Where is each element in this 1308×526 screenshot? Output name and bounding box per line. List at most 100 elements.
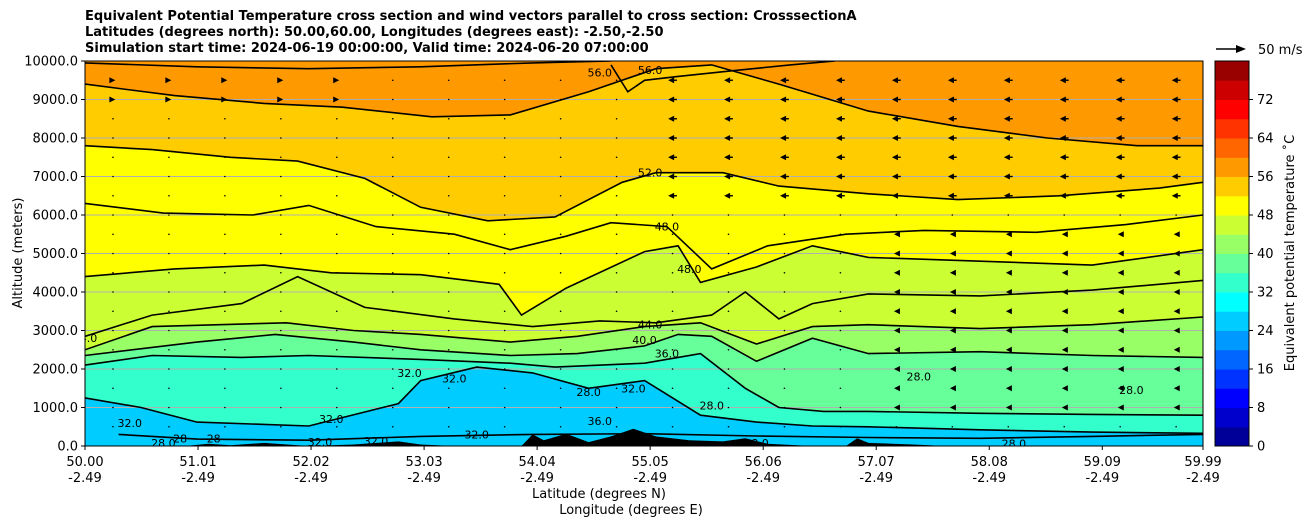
- colorbar-band: [1215, 99, 1249, 120]
- wind-vector: [224, 271, 226, 274]
- contour-label: 48.0: [677, 263, 702, 276]
- wind-vector: [503, 387, 506, 390]
- wind-vector: [836, 135, 845, 141]
- wind-vector: [783, 387, 786, 390]
- colorbar-tick-label: 48: [1257, 209, 1274, 224]
- wind-vector: [447, 291, 450, 293]
- wind-vector: [1171, 154, 1181, 161]
- wind-vector: [447, 214, 450, 216]
- wind-vector: [1171, 173, 1181, 180]
- wind-vector: [559, 348, 562, 351]
- wind-vector: [503, 194, 506, 197]
- wind-vector: [1003, 115, 1013, 122]
- wind-vector: [559, 310, 562, 313]
- wind-vector: [783, 291, 786, 293]
- wind-vector: [168, 137, 170, 139]
- colorbar-band: [1215, 311, 1249, 331]
- terrain: [85, 428, 1203, 446]
- wind-vector: [891, 192, 901, 199]
- contour-44-4: [85, 316, 1203, 351]
- wind-vector: [839, 406, 842, 409]
- wind-vector: [112, 406, 114, 409]
- wind-vector: [1115, 77, 1125, 84]
- x-tick-label-lon: -2.49: [972, 471, 1006, 486]
- wind-vector: [336, 310, 338, 313]
- wind-vector: [224, 252, 226, 255]
- wind-vector: [949, 231, 956, 238]
- wind-vector: [1061, 231, 1068, 238]
- wind-vector: [559, 406, 562, 409]
- wind-vector: [559, 79, 562, 82]
- x-tick-label-lat: 59.99: [1184, 455, 1221, 470]
- wind-vector: [224, 117, 226, 120]
- wind-vector: [221, 96, 228, 103]
- wind-vector: [1175, 214, 1177, 216]
- wind-vector: [112, 368, 114, 370]
- wind-vector: [168, 406, 170, 409]
- x-tick-label-lon: -2.49: [68, 471, 102, 486]
- colorbar-band: [1215, 369, 1249, 389]
- wind-vector: [112, 214, 114, 216]
- quiver-key: 50 m/s: [1216, 43, 1303, 58]
- wind-vector: [783, 329, 786, 332]
- wind-vector: [1117, 327, 1124, 334]
- colorbar-band: [1215, 426, 1249, 447]
- y-tick-label: 5000.0: [33, 247, 79, 262]
- wind-vector: [947, 115, 957, 122]
- y-tick-label: 4000.0: [33, 286, 79, 301]
- wind-vector: [391, 348, 394, 351]
- x-tick-label-lat: 53.03: [405, 455, 442, 470]
- wind-vector: [836, 173, 845, 180]
- x-tick-label-lat: 58.08: [971, 455, 1008, 470]
- wind-vector: [391, 368, 394, 370]
- wind-vector: [391, 194, 394, 197]
- wind-vector: [1061, 366, 1068, 372]
- wind-vector: [1061, 289, 1068, 295]
- wind-vector: [780, 77, 789, 84]
- wind-vector: [1117, 404, 1124, 411]
- contour-label: 40.0: [632, 334, 657, 347]
- wind-vector: [503, 291, 506, 293]
- wind-vector: [1061, 269, 1068, 276]
- wind-vector: [168, 310, 170, 313]
- wind-vector: [783, 252, 786, 255]
- wind-vector: [168, 387, 170, 390]
- wind-vector: [224, 310, 226, 313]
- wind-vector: [559, 329, 562, 332]
- wind-vector: [839, 425, 842, 428]
- x-axis-label-longitude: Longitude (degrees E): [559, 503, 703, 518]
- wind-vector: [1061, 308, 1068, 315]
- wind-vector: [336, 194, 338, 197]
- wind-vector: [615, 156, 618, 159]
- wind-vector: [168, 329, 170, 332]
- colorbar-band: [1215, 118, 1249, 139]
- wind-vector: [336, 214, 338, 216]
- wind-vector: [1115, 135, 1125, 141]
- wind-vector: [112, 137, 114, 139]
- wind-vector: [671, 425, 674, 428]
- wind-vector: [280, 406, 282, 409]
- colorbar: 0 8 16 24 32 40 48 56 64 72: [1214, 60, 1274, 455]
- wind-vector: [280, 137, 282, 139]
- wind-vector: [947, 77, 957, 84]
- contour-label: 56.0: [588, 67, 613, 80]
- wind-vector: [783, 425, 786, 428]
- contour-labels: 56.056.052.048.048.044.040.036.032.032.0…: [85, 64, 1144, 451]
- x-tick-label-lat: 57.07: [858, 455, 895, 470]
- wind-vector: [947, 154, 957, 161]
- wind-vector: [1117, 269, 1124, 276]
- wind-vector: [615, 252, 618, 255]
- wind-vector: [727, 387, 730, 390]
- wind-vector: [109, 96, 116, 103]
- wind-vector: [280, 156, 282, 159]
- x-tick-label-lat: 56.06: [745, 455, 782, 470]
- wind-vector: [671, 368, 674, 370]
- wind-vector: [671, 310, 674, 313]
- contour-label: 28.0: [1002, 438, 1027, 451]
- wind-vector: [783, 214, 786, 216]
- wind-vector: [891, 173, 901, 180]
- wind-vector: [1173, 327, 1180, 334]
- wind-vector: [1171, 77, 1181, 84]
- contour-label: 28.0: [699, 400, 724, 413]
- colorbar-tick-label: 64: [1257, 132, 1274, 147]
